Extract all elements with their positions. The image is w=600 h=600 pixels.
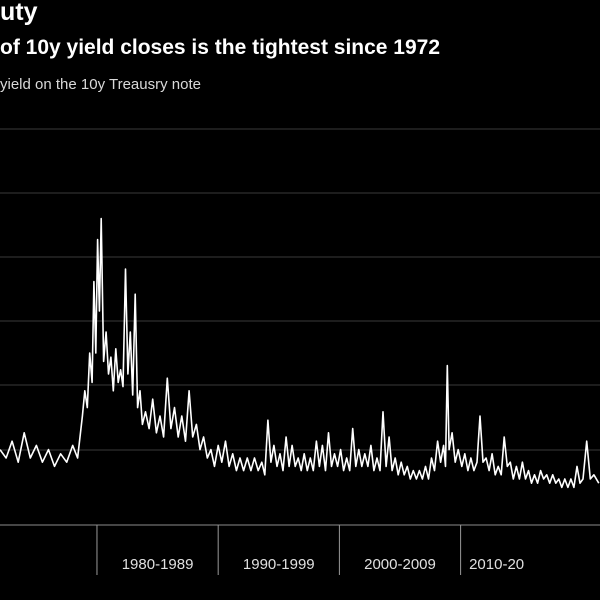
- series-line-0: [0, 217, 600, 489]
- chart-title: uty: [0, 0, 38, 26]
- x-tick-label-1: 1980-1989: [122, 556, 194, 573]
- x-tick-label-2: 1990-1999: [243, 556, 315, 573]
- chart-subtitle: of 10y yield closes is the tightest sinc…: [0, 36, 441, 59]
- x-tick-label-3: 2000-2009: [364, 556, 436, 573]
- x-tick-label-4: 2010-20: [469, 556, 524, 573]
- gridlines: [0, 128, 600, 451]
- plot-area: [0, 217, 600, 489]
- chart-note: yield on the 10y Treausry note: [0, 76, 201, 93]
